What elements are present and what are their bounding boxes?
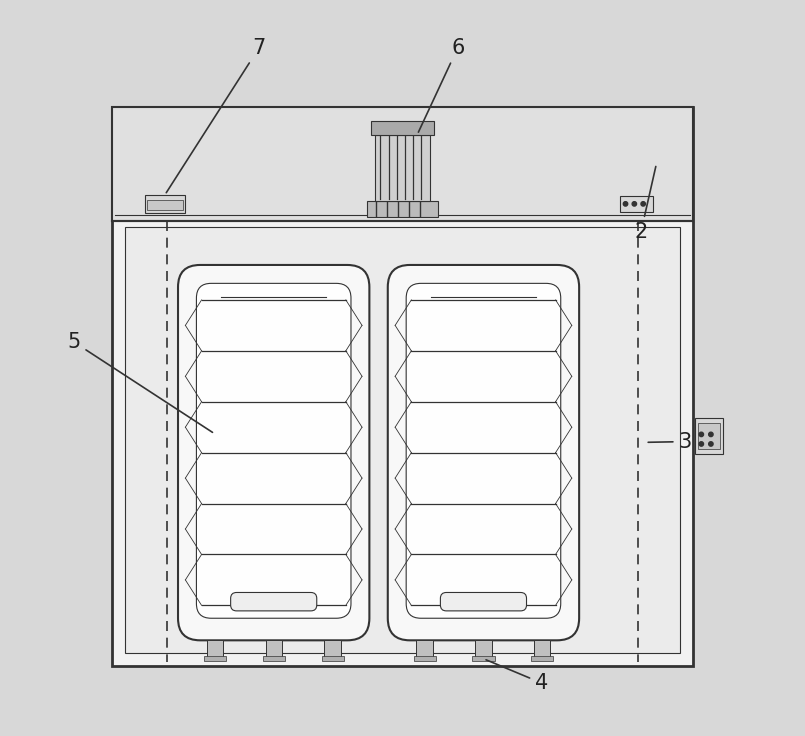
Circle shape [699,442,704,446]
Text: 5: 5 [68,332,213,432]
FancyBboxPatch shape [440,592,526,611]
Bar [531,656,553,661]
Bar [367,201,438,217]
Bar [698,422,720,449]
Bar [473,656,494,661]
Bar [416,640,432,657]
Bar [112,107,693,221]
Text: 2: 2 [634,166,656,242]
Bar [414,656,436,661]
Bar [321,656,344,661]
Bar [262,656,285,661]
Circle shape [641,202,646,206]
Text: 4: 4 [486,659,548,693]
FancyBboxPatch shape [407,283,561,618]
Circle shape [708,442,713,446]
Bar [125,227,680,653]
Circle shape [623,202,628,206]
Circle shape [632,202,637,206]
Bar [147,200,184,210]
FancyBboxPatch shape [178,265,369,640]
Bar [476,640,492,657]
Bar [620,196,653,212]
Text: 6: 6 [419,38,464,132]
Circle shape [708,432,713,436]
Text: 3: 3 [648,431,691,452]
FancyBboxPatch shape [231,592,316,611]
Text: 7: 7 [167,38,266,193]
Bar [112,107,693,666]
Bar [535,640,551,657]
Bar [266,640,282,657]
FancyBboxPatch shape [196,283,351,618]
Bar [207,640,223,657]
Bar [371,121,434,135]
Circle shape [699,432,704,436]
Bar [695,418,723,453]
Bar [374,135,431,201]
FancyBboxPatch shape [388,265,579,640]
Bar [204,656,226,661]
Bar [145,195,185,213]
Bar [324,640,341,657]
